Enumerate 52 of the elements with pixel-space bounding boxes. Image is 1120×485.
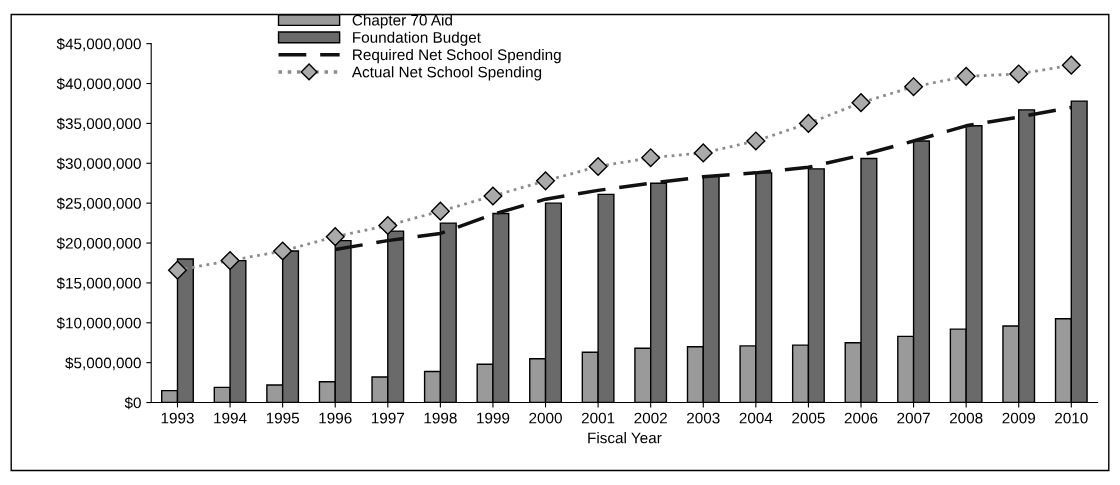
x-tick-label: 2001	[581, 412, 615, 424]
y-tick-label: $15,000,000	[56, 277, 141, 291]
y-tick-label: $0	[124, 396, 141, 410]
x-tick-label: 1996	[319, 412, 352, 424]
x-tick-label: 1994	[214, 412, 247, 424]
point	[851, 93, 871, 113]
x-axis-title: Fiscal Year	[588, 432, 662, 444]
x-tick-label: 1998	[424, 412, 457, 424]
point	[798, 113, 818, 133]
point	[430, 201, 450, 221]
y-tick-label: $35,000,000	[56, 117, 141, 131]
y-tick-label: $40,000,000	[56, 77, 141, 92]
point	[956, 66, 976, 86]
x-tick-label: 1997	[371, 412, 405, 424]
x-tick-label: 2010	[1055, 412, 1088, 424]
x-tick-label: 2008	[949, 412, 983, 424]
point	[746, 131, 766, 151]
y-tick-label: $25,000,000	[56, 197, 141, 211]
y-tick-label: $10,000,000	[56, 317, 141, 331]
point	[378, 215, 398, 236]
x-tick-label: 2006	[844, 412, 878, 424]
x-tick-label: 1999	[477, 412, 510, 424]
y-tick-label: $5,000,000	[65, 356, 141, 371]
legend-label: Foundation Budget	[353, 31, 481, 46]
point	[273, 241, 293, 261]
point	[325, 227, 345, 247]
point	[220, 251, 240, 271]
point	[588, 156, 608, 177]
x-tick-label: 1995	[266, 412, 299, 424]
x-tick-label: 2007	[897, 412, 930, 424]
line-series	[333, 105, 1074, 252]
point	[167, 260, 188, 280]
x-tick-label: 2009	[1002, 412, 1035, 424]
point	[1009, 64, 1029, 84]
legend-label: Actual Net School Spending	[351, 66, 542, 81]
point	[904, 77, 924, 97]
x-tick-label: 1993	[161, 412, 194, 424]
y-tick-label: $20,000,000	[56, 237, 141, 251]
legend-label: Required Net School Spending	[353, 48, 561, 64]
x-tick-label: 2003	[687, 412, 720, 424]
x-tick-label: 2002	[634, 412, 667, 424]
y-tick-label: $30,000,000	[56, 157, 141, 171]
x-tick-label: 2005	[792, 412, 825, 424]
point	[535, 171, 556, 191]
point	[483, 186, 503, 206]
legend-label: Chapter 70 Aid	[352, 14, 452, 29]
point	[693, 143, 713, 163]
point	[1061, 55, 1081, 75]
y-tick-label: $45,000,000	[56, 37, 141, 52]
x-tick-label: 2000	[529, 412, 562, 424]
point	[641, 148, 661, 168]
x-tick-label: 2004	[739, 412, 773, 424]
